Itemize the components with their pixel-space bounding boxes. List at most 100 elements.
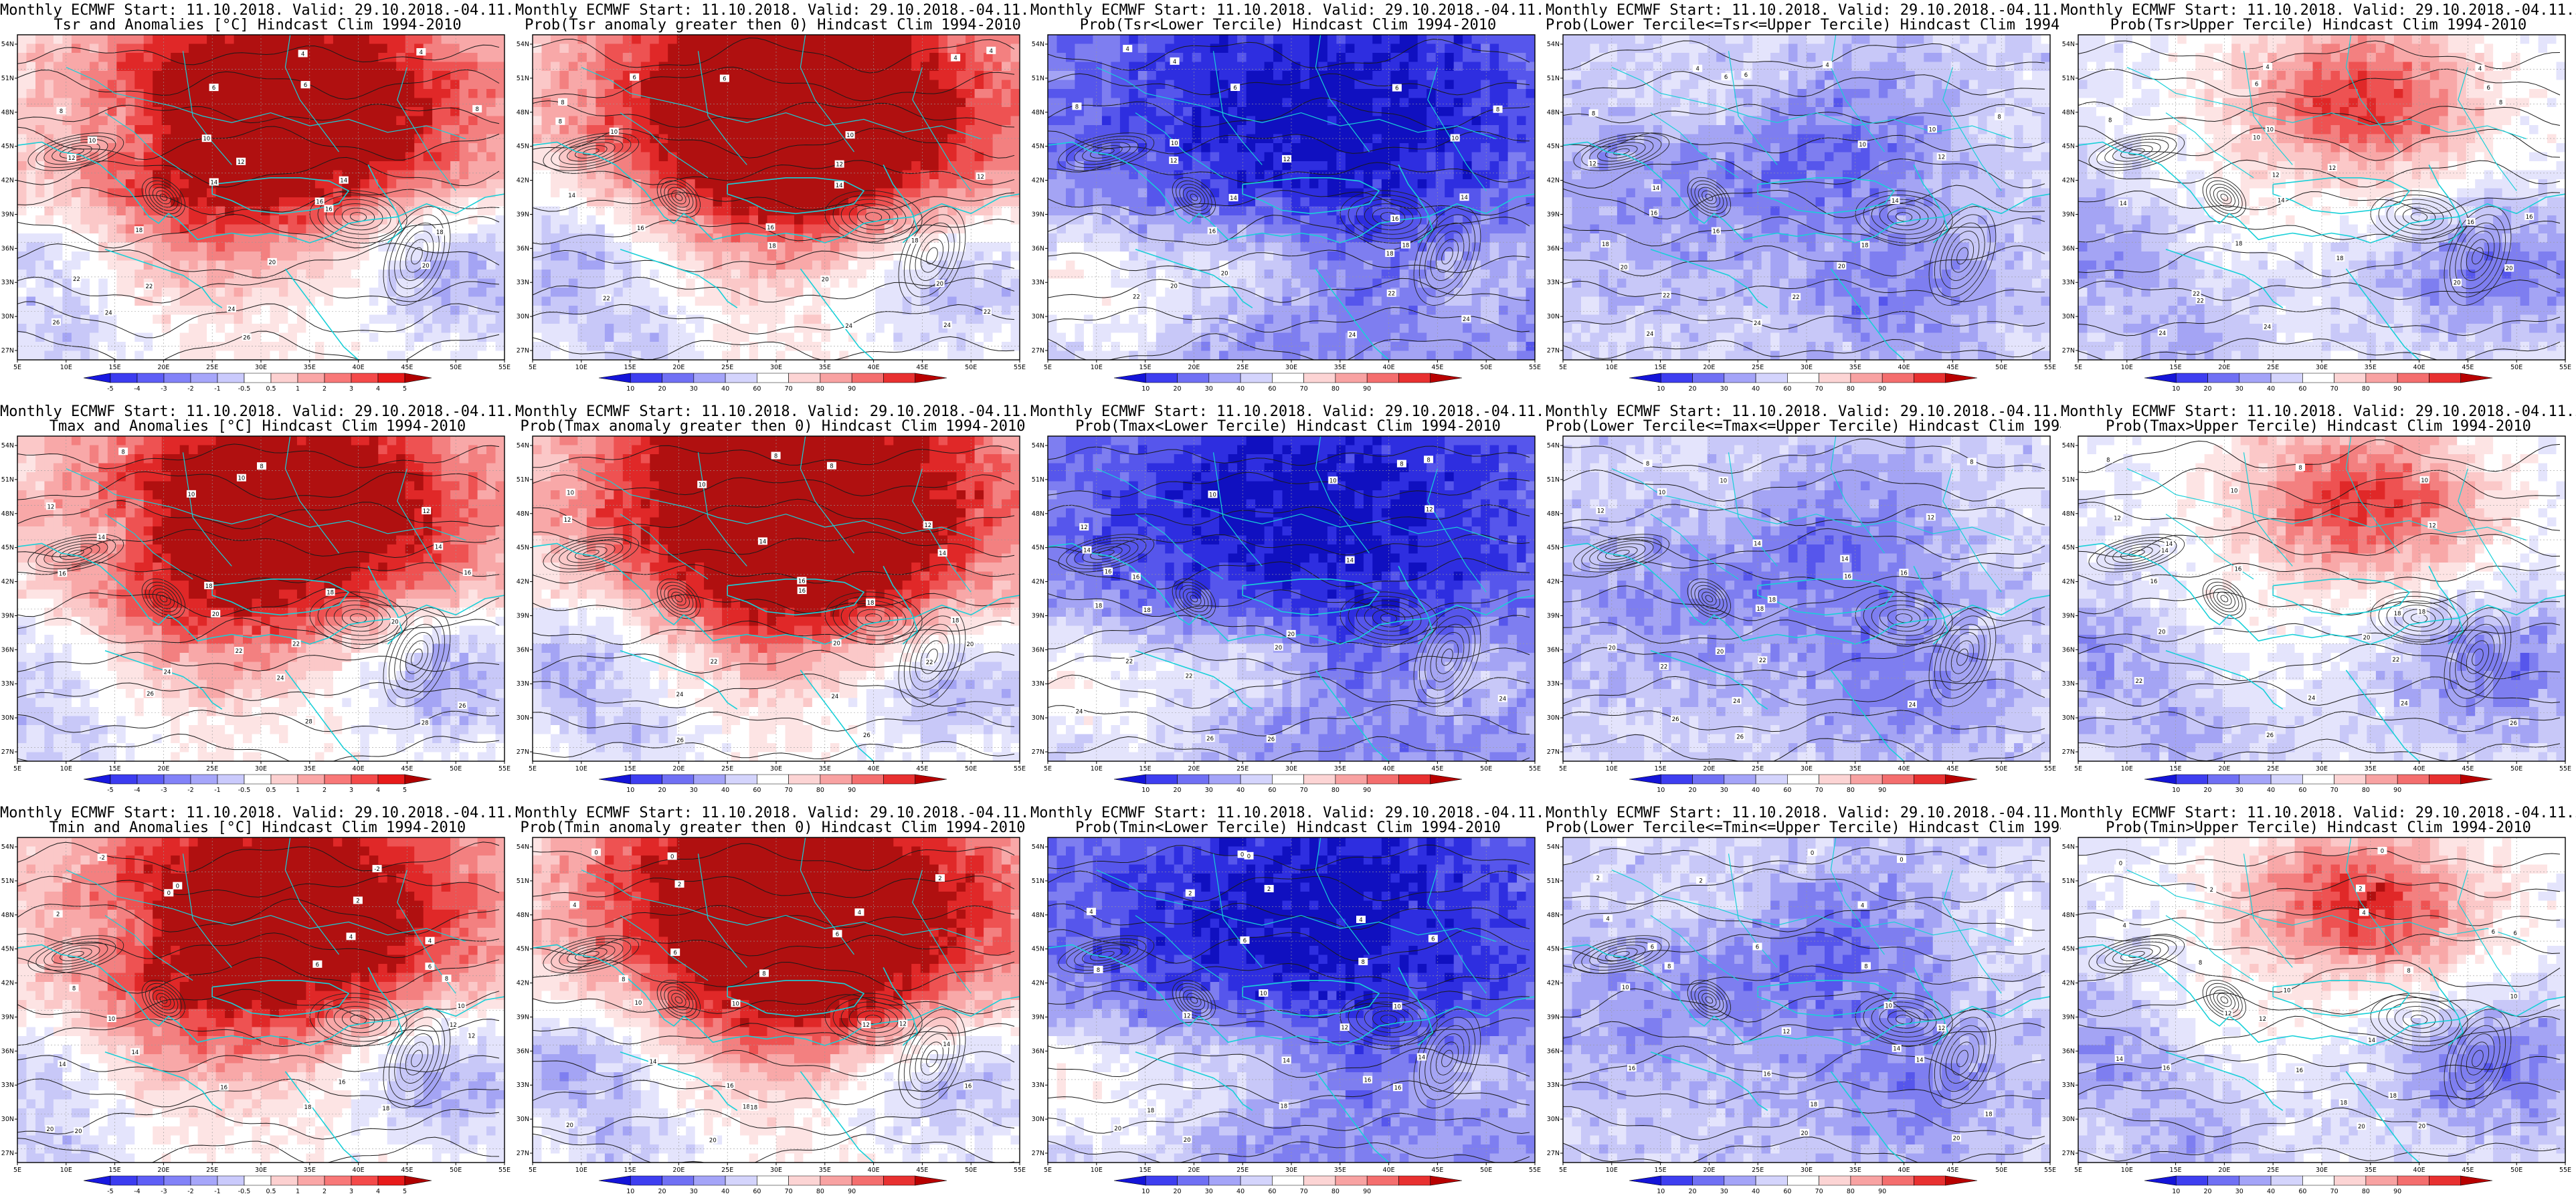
contour-label-box [211, 609, 221, 617]
contour-label: 10 [1885, 1003, 1892, 1009]
contour-label-box [1103, 567, 1113, 575]
contour-label: 20 [1221, 271, 1228, 278]
contour-label-box [2105, 116, 2115, 124]
colorbar: -5 -4 -3 -2 -1 -0.5 0.5 1 2 3 4 5 [83, 373, 432, 393]
longitude-label: 55E [2044, 765, 2056, 773]
latitude-label: 33N [2062, 680, 2075, 688]
colorbar-label: 20 [2203, 1188, 2211, 1195]
contour-label-box [472, 105, 482, 113]
contour-label-box [1861, 962, 1871, 970]
contour-label-box [861, 1021, 871, 1029]
longitude-label: 50E [1995, 1167, 2007, 1174]
latitude-label: 33N [1, 680, 14, 688]
colorbar-label: 1 [296, 787, 300, 794]
latitude-label: 33N [517, 680, 529, 688]
contour-label-box [2164, 540, 2174, 548]
contour-label: 2 [1596, 875, 1600, 882]
latitude-label: 48N [1547, 510, 1560, 518]
contour-label-box [2484, 84, 2494, 92]
panel-title-line2: Tsr and Anomalies [°C] Hindcast Clim 199… [0, 17, 515, 33]
latitude-label: 48N [517, 510, 529, 518]
longitude-label: 20E [672, 1167, 684, 1174]
longitude-label: 5E [1559, 364, 1567, 371]
contour-label-box [2265, 731, 2275, 739]
contour-label-box [569, 901, 579, 909]
contour-label-box [2263, 62, 2273, 70]
colorbar: 10 20 30 40 60 70 80 90 [1113, 1175, 1463, 1195]
contour-label: 18 [2336, 256, 2344, 262]
latitude-label: 45N [1032, 946, 1044, 953]
contour-label-box [1952, 1134, 1962, 1142]
latitude-label: 30N [1547, 1116, 1560, 1123]
contour-label-box [1079, 523, 1089, 531]
contour-label-box [2258, 1014, 2268, 1022]
longitude-label: 30E [255, 1167, 267, 1174]
contour-label: 6 [2255, 81, 2258, 88]
coastlines [2078, 542, 2565, 761]
contour-label: 0 [1240, 852, 1244, 859]
latitude-label: 39N [1547, 1013, 1560, 1021]
contour-label-box [2327, 163, 2337, 171]
longitude-label: 35E [304, 364, 316, 371]
contour-label-box [236, 474, 246, 482]
contour-label-box [2148, 577, 2158, 585]
colorbar-label: 60 [753, 385, 761, 393]
latitude-label: 48N [2062, 109, 2075, 116]
longitude-label: 35E [2365, 364, 2377, 371]
colorbar-label: 20 [658, 1188, 666, 1195]
contour-label: 14 [2165, 541, 2173, 548]
longitude-label: 50E [2510, 364, 2522, 371]
latitude-label: 45N [2062, 544, 2075, 552]
latitude-label: 33N [1032, 1082, 1044, 1089]
longitude-label: 25E [1752, 364, 1764, 371]
latitude-label: 27N [1032, 1150, 1044, 1157]
colorbar-label: 20 [1688, 385, 1696, 393]
longitude-label: 55E [498, 1167, 511, 1174]
contour-label: -2 [374, 866, 379, 873]
contour-label: 10 [1929, 127, 1936, 134]
contour-label-box [1661, 291, 1671, 299]
contour-label-box [1721, 73, 1731, 81]
contour-label-box [1857, 140, 1867, 148]
longitude-label: 35E [819, 364, 831, 371]
contour-label: 0 [670, 854, 674, 860]
panel-title-line2: Prob(Tmin>Upper Tercile) Hindcast Clim 1… [2061, 820, 2576, 836]
contour-label-box [2207, 885, 2217, 893]
latitude-label: 36N [1, 245, 14, 252]
longitude-label: 15E [624, 364, 636, 371]
contour-label: 10 [634, 1000, 642, 1007]
contour-label: 14 [210, 179, 217, 186]
panel-title-line1: Monthly ECMWF Start: 11.10.2018. Valid: … [515, 805, 1030, 821]
contour-label: 10 [1659, 490, 1666, 496]
contour-label: 14 [1754, 541, 1761, 548]
colorbar-label: 5 [403, 787, 407, 794]
longitude-label: 35E [1849, 364, 1861, 371]
latitude-label: 33N [517, 279, 529, 286]
contour-label: 24 [228, 306, 236, 313]
contour-label: 0 [2381, 848, 2384, 855]
contour-label-box [1899, 569, 1909, 577]
contour-label: 26 [459, 703, 466, 710]
contour-label: 8 [774, 454, 777, 460]
contour-label: 16 [637, 225, 644, 232]
contour-label-box [242, 333, 252, 341]
contour-label: 8 [1097, 967, 1100, 974]
contour-label-box [2357, 1122, 2367, 1130]
latitude-label: 27N [1547, 748, 1560, 756]
contour-label-box [457, 701, 467, 709]
contour-label-box [1926, 513, 1936, 521]
contour-label-box [1281, 1056, 1291, 1064]
contour-label: 14 [2161, 548, 2169, 555]
contour-label: 22 [1186, 674, 1193, 680]
contour-label-box [674, 880, 684, 888]
contour-lines [533, 843, 1015, 1163]
contour-label: 16 [1105, 569, 1112, 576]
colorbar-label: -0.5 [238, 385, 251, 393]
contour-label: 20 [75, 1128, 82, 1135]
longitude-label: 15E [109, 364, 121, 371]
longitude-label: 45E [401, 364, 413, 371]
contour-label: 14 [1892, 198, 1899, 205]
latitude-label: 42N [517, 980, 529, 987]
longitude-label: 5E [529, 364, 537, 371]
